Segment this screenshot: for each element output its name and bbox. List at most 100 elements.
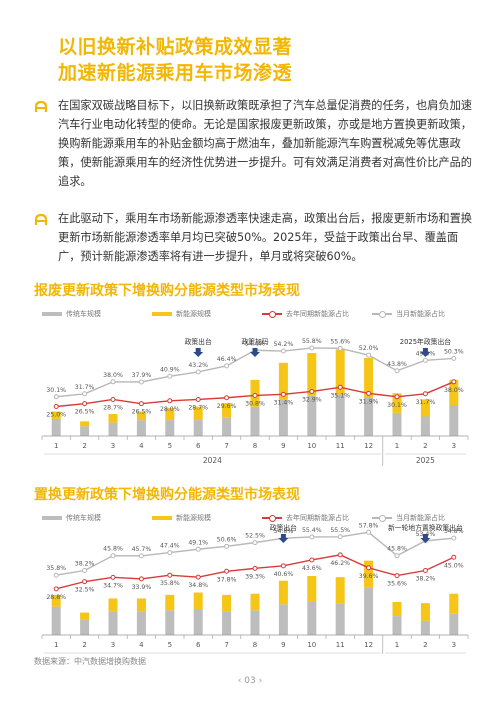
- title-block: 以旧换新补贴政策成效显著 加速新能源乘用车市场渗透: [58, 34, 478, 86]
- x-tick-label: 4: [139, 641, 144, 649]
- label-previous-share: 43.6%: [302, 565, 322, 572]
- bar-traditional: [449, 613, 459, 635]
- label-current-share: 54.6%: [245, 340, 265, 347]
- legend-nev: 新能源规模: [152, 306, 211, 322]
- bar-traditional: [364, 396, 374, 436]
- series-previous-share-point: [138, 576, 144, 582]
- series-previous-share-point: [53, 404, 59, 409]
- bar-nev: [307, 353, 317, 396]
- label-previous-share: 32.5%: [75, 587, 95, 594]
- series-previous-share-point: [422, 568, 428, 574]
- bar-nev: [165, 594, 175, 611]
- bar-nev: [250, 593, 260, 611]
- bar-nev: [51, 411, 61, 419]
- label-current-share: 55.8%: [302, 338, 322, 345]
- series-current-share-point: [167, 373, 173, 379]
- label-previous-share: 38.0%: [444, 387, 464, 394]
- label-previous-share: 33.9%: [132, 584, 152, 591]
- bar-nev: [51, 594, 61, 607]
- series-previous-share-point: [53, 586, 59, 592]
- label-current-share: 54.2%: [274, 341, 294, 348]
- series-current-share-point: [366, 352, 372, 358]
- series-current-share-point: [82, 391, 88, 397]
- bar-traditional: [364, 587, 374, 635]
- label-current-share: 55.4%: [302, 527, 322, 534]
- series-current-share-point: [422, 357, 428, 363]
- label-current-share: 50.3%: [444, 348, 464, 355]
- bar-nev: [364, 357, 374, 397]
- series-previous-share-point: [280, 391, 286, 397]
- bar-traditional: [222, 417, 232, 436]
- x-tick-label: 10: [307, 641, 316, 649]
- x-tick-label: 5: [168, 442, 172, 450]
- series-previous-share-point: [366, 565, 372, 571]
- series-previous-share-point: [110, 396, 116, 402]
- bar-nev: [193, 406, 203, 421]
- annotation-label: 新一轮地方置换政策出台: [388, 523, 463, 532]
- x-tick-label: 11: [336, 442, 345, 450]
- label-previous-share: 26.5%: [132, 409, 152, 416]
- label-previous-share: 34.7%: [103, 582, 123, 589]
- annotation-arrow-icon: [278, 534, 289, 543]
- x-tick-label: 3: [111, 641, 115, 649]
- series-current-share-point: [138, 379, 144, 385]
- bar-traditional: [250, 406, 260, 436]
- page-title-line2: 加速新能源乘用车市场渗透: [58, 62, 293, 84]
- label-previous-share: 38.2%: [416, 576, 436, 583]
- label-current-share: 57.8%: [359, 522, 379, 529]
- series-previous-share-point: [167, 572, 173, 578]
- series-current-share-point: [167, 550, 173, 556]
- bar-nev: [222, 403, 232, 418]
- series-current-share-point: [366, 529, 372, 535]
- series-current-share-point: [53, 572, 59, 578]
- label-current-share: 50.6%: [217, 536, 237, 543]
- label-previous-share: 28.8%: [46, 594, 66, 601]
- label-previous-share: 26.5%: [75, 409, 95, 416]
- chart2-legend: 传统车规模 新能源规模 去年同期新能源占比 当月新能源占比: [42, 510, 472, 526]
- series-previous-share-point: [451, 554, 457, 560]
- label-current-share: 45.7%: [132, 546, 152, 553]
- series-previous-share-point: [224, 395, 230, 401]
- bar-traditional: [222, 611, 232, 635]
- label-current-share: 35.8%: [46, 565, 66, 572]
- x-tick-label: 1: [54, 641, 58, 649]
- label-current-share: 31.7%: [75, 384, 95, 391]
- label-current-share: 47.4%: [160, 543, 180, 550]
- label-previous-share: 32.9%: [302, 396, 322, 403]
- bar-traditional: [165, 610, 175, 635]
- label-previous-share: 35.6%: [387, 581, 407, 588]
- label-current-share: 40.9%: [160, 366, 180, 373]
- series-previous-share-point: [252, 392, 258, 398]
- series-previous-share-point: [280, 563, 286, 569]
- label-previous-share: 37.8%: [217, 576, 237, 583]
- bar-traditional: [392, 616, 402, 635]
- label-previous-share: 46.2%: [330, 560, 350, 567]
- series-current-share-point: [138, 553, 144, 559]
- x-tick-label: 3: [452, 442, 456, 450]
- label-current-share: 55.5%: [330, 527, 350, 534]
- series-previous-share-point: [195, 574, 201, 580]
- x-tick-label: 5: [168, 641, 172, 649]
- label-previous-share: 45.0%: [444, 562, 464, 569]
- bar-nev: [392, 601, 402, 617]
- chart2-plot: 1234567891011121232024202535.8%38.2%45.8…: [41, 522, 469, 654]
- series-current-share-point: [337, 345, 343, 351]
- label-current-share: 45.8%: [387, 546, 407, 553]
- label-previous-share: 31.9%: [359, 398, 379, 405]
- label-previous-share: 30.8%: [245, 400, 265, 407]
- label-current-share: 54.8%: [444, 528, 464, 535]
- paragraph-2: 在此驱动下，乘用车市场新能源渗透率快速走高，政策出台后，报废更新市场和置换更新市…: [58, 212, 472, 263]
- bar-nev: [420, 399, 430, 417]
- series-previous-share-point: [82, 401, 88, 407]
- year-label: 2024: [203, 456, 222, 465]
- label-previous-share: 39.6%: [359, 573, 379, 580]
- series-current-share-point: [195, 369, 201, 375]
- label-current-share: 52.5%: [245, 533, 265, 540]
- bar-traditional: [165, 420, 175, 436]
- bar-traditional: [80, 426, 90, 436]
- x-tick-label: 6: [196, 641, 201, 649]
- series-current-share-point: [280, 348, 286, 354]
- label-previous-share: 28.7%: [188, 404, 208, 411]
- annotation-arrow-icon: [193, 348, 204, 357]
